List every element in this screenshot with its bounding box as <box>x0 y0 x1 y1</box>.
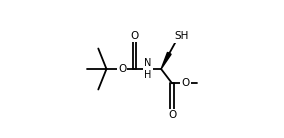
Text: O: O <box>181 78 189 88</box>
Polygon shape <box>161 52 171 69</box>
Text: SH: SH <box>174 31 188 42</box>
Text: N
H: N H <box>145 58 152 80</box>
Text: O: O <box>168 110 176 120</box>
Text: O: O <box>130 31 139 41</box>
Text: O: O <box>118 64 126 74</box>
